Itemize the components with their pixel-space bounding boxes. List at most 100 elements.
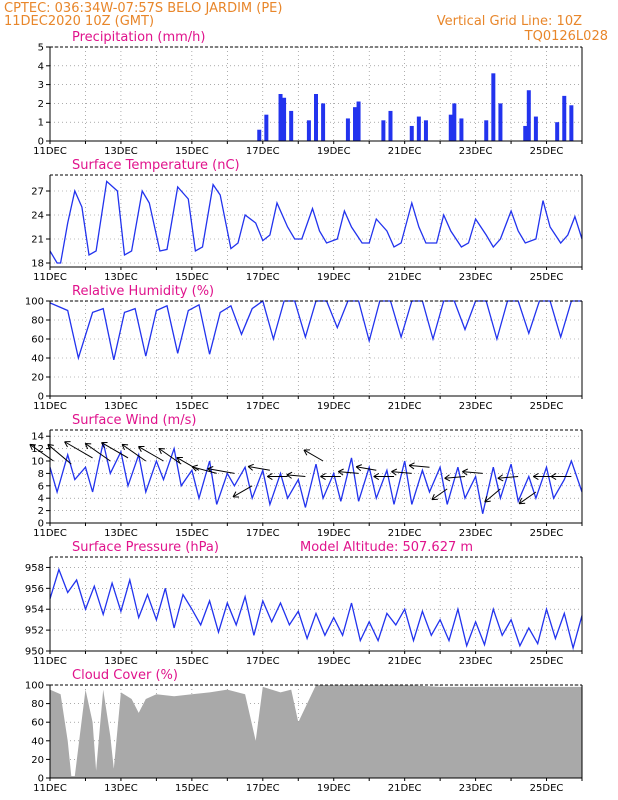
x-tick-label: 17DEC (246, 146, 280, 157)
x-tick-label: 15DEC (175, 146, 209, 157)
wind-arrow-shaft (409, 464, 430, 468)
wind-arrow (497, 474, 519, 482)
wind-arrow-shaft (391, 471, 412, 474)
wind-arrow-head (158, 448, 165, 455)
precipitation-bar (388, 110, 393, 141)
wind-arrow-head (550, 472, 557, 481)
x-tick-label: 13DEC (104, 401, 138, 412)
wind-arrow-shaft (84, 443, 111, 462)
wind-arrow-shaft (158, 448, 182, 465)
wind-arrow-shaft (497, 476, 519, 479)
precipitation-bar (416, 116, 421, 141)
x-tick-label: 19DEC (317, 272, 351, 283)
x-tick-label: 17DEC (246, 401, 280, 412)
wind-arrow-shaft (191, 466, 217, 474)
y-tick-label: 4 (38, 61, 44, 72)
x-tick-label: 13DEC (104, 656, 138, 667)
panel-title: Relative Humidity (%) (72, 284, 214, 299)
header-grid-note: Vertical Grid Line: 10Z (437, 14, 582, 29)
wind-arrow (207, 466, 235, 474)
x-tick-label: 23DEC (459, 528, 493, 539)
x-tick-label: 11DEC (33, 146, 67, 157)
wind-arrow (47, 443, 72, 465)
x-tick-label: 23DEC (459, 656, 493, 667)
x-tick-label: 19DEC (317, 656, 351, 667)
y-tick-label: 27 (31, 187, 44, 198)
x-tick-label: 21DEC (388, 272, 422, 283)
x-tick-label: 21DEC (388, 783, 422, 794)
x-tick-label: 21DEC (388, 146, 422, 157)
wind-arrow-shaft (207, 468, 235, 474)
wind-arrow (373, 472, 395, 481)
wind-arrow (391, 468, 412, 476)
y-tick-label: 958 (25, 563, 44, 574)
precipitation-bar (484, 120, 489, 141)
panel-title: Surface Temperature (nC) (72, 158, 240, 173)
wind-arrow-shaft (121, 444, 147, 462)
y-tick-label: 2 (38, 506, 44, 517)
panel-title: Surface Wind (m/s) (72, 413, 196, 428)
wind-arrow (532, 472, 554, 481)
precipitation-bar (423, 120, 428, 141)
x-tick-label: 25DEC (530, 656, 564, 667)
wind-arrow (101, 441, 129, 459)
wind-arrow (232, 485, 253, 498)
precipitation-bar (381, 120, 386, 141)
y-tick-label: 100 (25, 681, 44, 692)
y-tick-label: 0 (38, 774, 44, 785)
wind-arrow-head (484, 496, 491, 503)
wind-arrow-shaft (303, 449, 324, 462)
y-tick-label: 24 (31, 211, 44, 222)
x-tick-label: 21DEC (388, 656, 422, 667)
precipitation-bar (452, 103, 457, 141)
y-tick-label: 6 (38, 481, 44, 492)
pressure-line (49, 567, 583, 651)
x-tick-label: 25DEC (530, 272, 564, 283)
cloud-cover-area (50, 685, 582, 778)
x-tick-label: 19DEC (317, 783, 351, 794)
panel-title: Precipitation (mm/h) (72, 30, 205, 45)
wind-arrow-head (101, 441, 108, 449)
y-tick-label: 2 (38, 99, 44, 110)
wind-arrow-head (444, 474, 451, 482)
precipitation-bar (459, 118, 464, 141)
precipitation-bar (314, 94, 318, 141)
y-tick-label: 100 (25, 297, 44, 308)
y-tick-label: 10 (31, 457, 44, 468)
y-tick-label: 80 (31, 316, 44, 327)
y-tick-label: 18 (31, 259, 44, 270)
wind-arrow-head (431, 493, 438, 501)
wind-arrow-head (320, 472, 326, 481)
wind-arrow-head (303, 449, 310, 456)
wind-arrow-head (191, 464, 198, 472)
wind-arrow (320, 472, 341, 481)
wind-arrow-head (176, 456, 183, 464)
x-tick-label: 15DEC (175, 528, 209, 539)
wind-arrow-head (266, 472, 273, 481)
wind-arrow-head (532, 472, 539, 481)
wind-arrow-shaft (64, 441, 93, 459)
wind-arrow-head (373, 472, 380, 481)
precipitation-bar (356, 101, 361, 141)
wind-arrow-head (47, 443, 54, 451)
x-tick-label: 17DEC (246, 783, 280, 794)
x-tick-label: 11DEC (33, 272, 67, 283)
surface-temperature-panel: 18 21 24 27 11DEC 13DEC 15DEC 17DEC 19DEC 21DEC 23… (31, 158, 583, 283)
wind-arrow-head (497, 474, 504, 482)
x-tick-label: 21DEC (388, 401, 422, 412)
precipitation-bar (498, 103, 503, 141)
x-tick-label: 11DEC (33, 783, 67, 794)
wind-arrow-head (355, 464, 362, 472)
precipitation-bar (526, 90, 531, 141)
precipitation-bar (523, 125, 528, 141)
wind-arrow-head (391, 468, 398, 476)
wind-arrow (266, 472, 288, 481)
wind-arrow-shaft (138, 446, 164, 462)
wind-arrow-shaft (286, 474, 306, 477)
precipitation-bar (321, 103, 326, 141)
precipitation-bar (345, 118, 350, 141)
x-tick-label: 25DEC (530, 146, 564, 157)
x-tick-label: 15DEC (175, 272, 209, 283)
y-tick-label: 952 (25, 626, 44, 637)
